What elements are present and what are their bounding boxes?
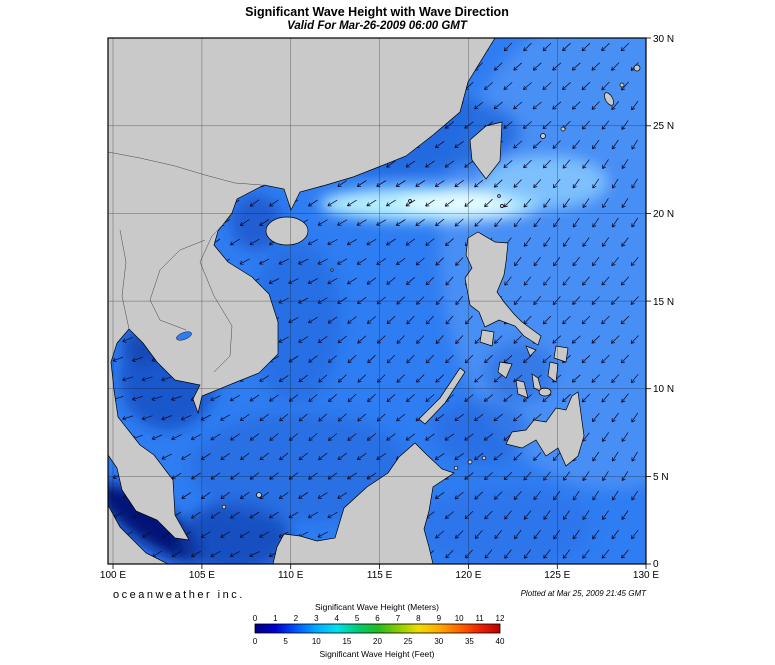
legend-feet-tick: 10 — [312, 637, 321, 646]
legend-feet-tick: 15 — [342, 637, 351, 646]
legend-meters-tick: 0 — [253, 614, 258, 623]
axis-ticks — [112, 37, 651, 569]
legend-meters-tick: 4 — [334, 614, 339, 623]
legend-meters-tick: 7 — [396, 614, 401, 623]
legend-feet-tick: 40 — [496, 637, 505, 646]
lat-label: 30 N — [653, 34, 674, 45]
land-luzon — [464, 231, 542, 346]
legend-feet-title: Significant Wave Height (Feet) — [320, 649, 435, 659]
land-hainan — [265, 216, 309, 246]
land-palawan — [418, 367, 466, 425]
legend-feet-tick: 30 — [434, 637, 443, 646]
legend-feet-tick: 35 — [465, 637, 474, 646]
wave-shade-patch — [432, 400, 528, 464]
page-title: Significant Wave Height with Wave Direct… — [245, 5, 509, 19]
legend-meters-tick: 1 — [273, 614, 278, 623]
legend-meters-scale: 0 1 2 3 4 5 6 7 8 9 10 11 12 — [253, 614, 505, 623]
legend-feet-scale: 0 5 10 15 20 25 30 35 40 — [253, 637, 505, 646]
lon-label: 120 E — [455, 570, 481, 581]
legend-meters-tick: 9 — [437, 614, 442, 623]
island — [453, 465, 459, 471]
island — [540, 133, 546, 139]
island — [408, 199, 412, 203]
lat-label: 10 N — [653, 384, 674, 395]
legend: Significant Wave Height (Meters) 0 1 2 3… — [253, 602, 505, 659]
lon-label: 115 E — [367, 570, 393, 581]
lat-axis: 30 N 25 N 20 N 15 N 10 N 5 N 0 — [653, 34, 674, 570]
wave-height-field — [108, 38, 646, 564]
country-borders — [108, 151, 263, 373]
wave-shade-patch — [108, 483, 203, 563]
island — [500, 204, 504, 208]
high-wave-band — [400, 194, 520, 212]
legend-colorbar — [254, 623, 501, 634]
island — [256, 492, 262, 498]
oceanweather-logo-text: oceanweather inc. — [113, 589, 245, 601]
plotted-timestamp: Plotted at Mar 25, 2009 21:45 GMT — [521, 589, 648, 598]
lat-label: 25 N — [653, 121, 674, 132]
legend-meters-title: Significant Wave Height (Meters) — [315, 602, 439, 612]
wave-shade-patch — [483, 156, 607, 208]
legend-meters-tick: 11 — [475, 614, 484, 623]
legend-meters-tick: 10 — [455, 614, 464, 623]
legend-meters-tick: 12 — [496, 614, 505, 623]
island — [560, 126, 566, 132]
valid-time-subtitle: Valid For Mar-26-2009 06:00 GMT — [287, 20, 468, 32]
legend-feet-tick: 0 — [253, 637, 258, 646]
legend-feet-tick: 20 — [373, 637, 382, 646]
land-mindanao — [505, 391, 585, 467]
land-borneo — [272, 442, 455, 564]
lon-label: 110 E — [278, 570, 304, 581]
legend-meters-tick: 8 — [416, 614, 421, 623]
land-china-indochina — [108, 38, 496, 541]
land-mindoro — [479, 329, 495, 347]
wave-shade-patch — [510, 38, 646, 160]
island — [330, 268, 334, 272]
land-masses — [108, 38, 641, 564]
land-leyte — [547, 361, 559, 383]
lon-label: 125 E — [544, 570, 570, 581]
lon-label: 105 E — [189, 570, 215, 581]
lat-label: 5 N — [653, 472, 669, 483]
land-negros — [515, 379, 529, 399]
land-panay — [497, 361, 513, 379]
lat-label: 20 N — [653, 209, 674, 220]
lat-label: 0 — [653, 559, 659, 570]
legend-feet-tick: 25 — [404, 637, 413, 646]
legend-meters-tick: 6 — [375, 614, 380, 623]
lat-label: 15 N — [653, 297, 674, 308]
island — [619, 82, 625, 88]
island — [497, 194, 501, 198]
wave-shade-patch — [420, 487, 590, 564]
island — [538, 387, 552, 397]
land-taiwan — [469, 121, 503, 180]
wave-shade-patch — [251, 242, 341, 402]
island — [481, 455, 487, 461]
lon-axis: 100 E 105 E 110 E 115 E 120 E 125 E 130 … — [100, 570, 659, 581]
land-masbate — [525, 345, 537, 357]
island — [467, 459, 473, 465]
grid-lines — [108, 38, 646, 564]
island — [221, 504, 227, 510]
legend-meters-tick: 3 — [314, 614, 319, 623]
legend-feet-tick: 5 — [283, 637, 288, 646]
legend-meters-tick: 5 — [355, 614, 360, 623]
legend-meters-tick: 2 — [294, 614, 299, 623]
island — [604, 92, 614, 106]
land-sumatra — [108, 504, 169, 564]
lake-tonle-sap — [176, 331, 192, 341]
island — [633, 64, 641, 72]
lon-label: 130 E — [633, 570, 659, 581]
lon-label: 100 E — [100, 570, 126, 581]
